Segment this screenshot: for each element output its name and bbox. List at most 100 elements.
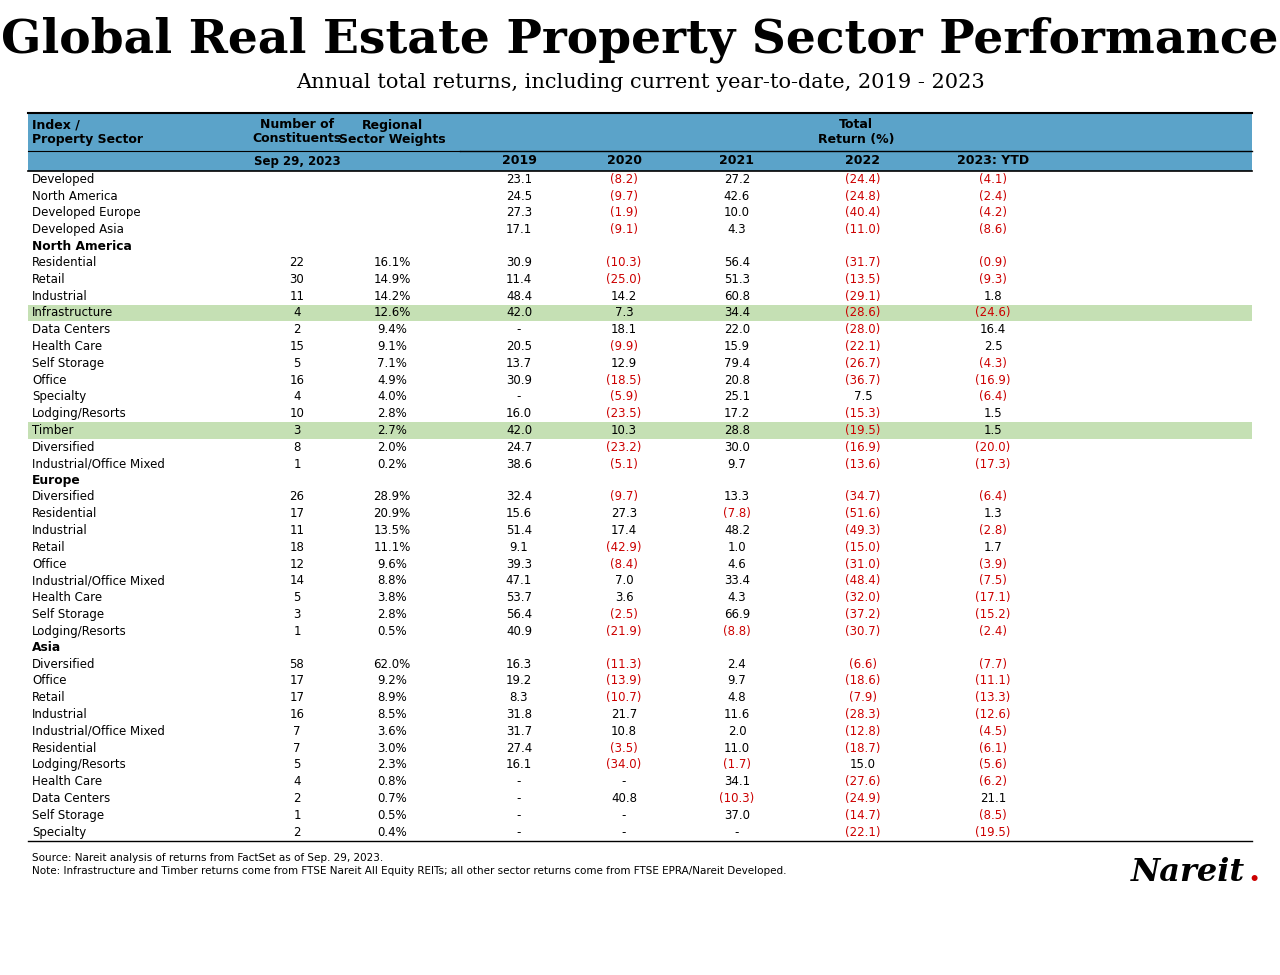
Text: 27.4: 27.4 [506, 742, 532, 755]
Text: 17.4: 17.4 [611, 525, 637, 537]
Text: (4.3): (4.3) [979, 357, 1007, 370]
Text: (7.7): (7.7) [979, 658, 1007, 671]
Text: -: - [517, 826, 521, 838]
Text: (6.6): (6.6) [849, 658, 877, 671]
Text: 26: 26 [289, 490, 305, 503]
Text: 8.8%: 8.8% [378, 574, 407, 588]
Bar [28, 254, 1252, 271]
Text: -: - [622, 775, 626, 789]
Text: (24.8): (24.8) [845, 190, 881, 203]
Bar [28, 338, 1252, 355]
Text: (4.2): (4.2) [979, 207, 1007, 219]
Bar [28, 807, 1252, 824]
Bar [28, 238, 1252, 254]
Text: (51.6): (51.6) [845, 507, 881, 521]
Text: (36.7): (36.7) [845, 373, 881, 387]
Text: 2023: YTD: 2023: YTD [957, 154, 1029, 168]
Text: 1: 1 [293, 625, 301, 638]
Text: 12: 12 [289, 558, 305, 570]
Text: Lodging/Resorts: Lodging/Resorts [32, 408, 127, 420]
Text: 11.6: 11.6 [724, 708, 750, 722]
Text: 0.8%: 0.8% [378, 775, 407, 789]
Text: (13.9): (13.9) [607, 675, 641, 687]
Text: Property Sector: Property Sector [32, 133, 143, 145]
Text: (23.2): (23.2) [607, 441, 641, 454]
Bar [28, 371, 1252, 389]
Text: 16: 16 [289, 373, 305, 387]
Bar [28, 757, 1252, 773]
Text: 20.8: 20.8 [724, 373, 750, 387]
Text: (6.1): (6.1) [979, 742, 1007, 755]
Text: (9.9): (9.9) [611, 340, 637, 353]
Text: 14.2%: 14.2% [374, 290, 411, 302]
Text: 37.0: 37.0 [724, 809, 750, 822]
Text: 2021: 2021 [719, 154, 754, 168]
Text: 4.0%: 4.0% [378, 391, 407, 404]
Text: Health Care: Health Care [32, 591, 102, 604]
Text: 3.8%: 3.8% [378, 591, 407, 604]
Bar [28, 171, 1252, 188]
Text: 16.1: 16.1 [506, 759, 532, 771]
Text: Health Care: Health Care [32, 775, 102, 789]
Text: (24.4): (24.4) [845, 173, 881, 186]
Text: 30.9: 30.9 [506, 373, 532, 387]
Text: (29.1): (29.1) [845, 290, 881, 302]
Bar [28, 439, 1252, 455]
Text: (48.4): (48.4) [845, 574, 881, 588]
Text: (17.1): (17.1) [975, 591, 1011, 604]
Text: 23.1: 23.1 [506, 173, 532, 186]
Text: 27.2: 27.2 [724, 173, 750, 186]
Text: (7.5): (7.5) [979, 574, 1007, 588]
Text: (7.9): (7.9) [849, 691, 877, 704]
Text: 0.4%: 0.4% [378, 826, 407, 838]
Text: (8.6): (8.6) [979, 223, 1007, 236]
Text: .: . [1248, 857, 1260, 887]
Text: 7.5: 7.5 [854, 391, 872, 404]
Text: 1.8: 1.8 [984, 290, 1002, 302]
Text: 2.8%: 2.8% [378, 608, 407, 621]
Text: (28.6): (28.6) [845, 306, 881, 320]
Text: (24.9): (24.9) [845, 792, 881, 805]
Text: (34.7): (34.7) [845, 490, 881, 503]
Text: (10.7): (10.7) [607, 691, 641, 704]
Text: Self Storage: Self Storage [32, 608, 104, 621]
Text: Office: Office [32, 558, 67, 570]
Text: 7.1%: 7.1% [378, 357, 407, 370]
Text: 4: 4 [293, 391, 301, 404]
Text: 2.7%: 2.7% [378, 424, 407, 437]
Text: 33.4: 33.4 [724, 574, 750, 588]
Text: 7: 7 [293, 742, 301, 755]
Text: (19.5): (19.5) [975, 826, 1011, 838]
Text: Lodging/Resorts: Lodging/Resorts [32, 759, 127, 771]
Bar [28, 113, 1252, 171]
Text: Residential: Residential [32, 256, 97, 269]
Text: 17: 17 [289, 691, 305, 704]
Text: -: - [517, 809, 521, 822]
Text: (16.9): (16.9) [845, 441, 881, 454]
Text: 7.3: 7.3 [614, 306, 634, 320]
Text: (37.2): (37.2) [845, 608, 881, 621]
Text: (18.6): (18.6) [845, 675, 881, 687]
Text: 13.5%: 13.5% [374, 525, 411, 537]
Text: (9.1): (9.1) [611, 223, 637, 236]
Text: 3.6%: 3.6% [378, 724, 407, 738]
Text: 27.3: 27.3 [611, 507, 637, 521]
Text: (18.5): (18.5) [607, 373, 641, 387]
Text: 9.6%: 9.6% [378, 558, 407, 570]
Text: 32.4: 32.4 [506, 490, 532, 503]
Text: 11.4: 11.4 [506, 273, 532, 286]
Text: (31.7): (31.7) [845, 256, 881, 269]
Text: Developed Europe: Developed Europe [32, 207, 141, 219]
Bar [28, 505, 1252, 523]
Text: Retail: Retail [32, 691, 65, 704]
Text: 0.2%: 0.2% [378, 457, 407, 471]
Text: (8.4): (8.4) [611, 558, 637, 570]
Text: Number of: Number of [260, 119, 334, 132]
Text: 16.3: 16.3 [506, 658, 532, 671]
Text: 30: 30 [289, 273, 305, 286]
Text: 2: 2 [293, 826, 301, 838]
Text: (9.7): (9.7) [611, 490, 637, 503]
Bar [28, 473, 1252, 488]
Text: 2.0%: 2.0% [378, 441, 407, 454]
Text: 7.0: 7.0 [614, 574, 634, 588]
